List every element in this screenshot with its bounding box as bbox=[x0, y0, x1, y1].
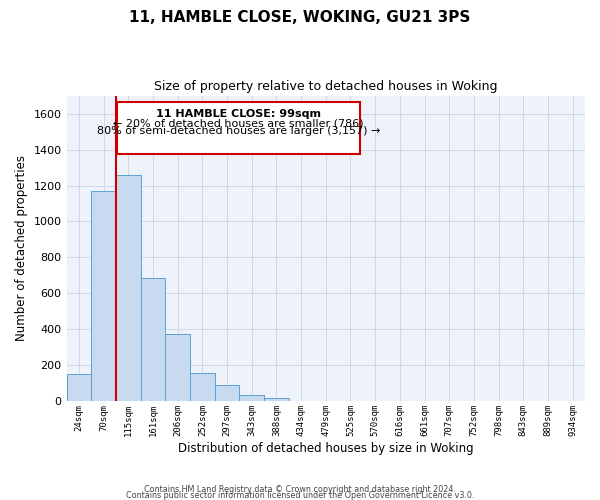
Bar bbox=[140, 278, 165, 402]
Title: Size of property relative to detached houses in Woking: Size of property relative to detached ho… bbox=[154, 80, 497, 93]
Bar bbox=[116, 174, 140, 402]
Text: 11, HAMBLE CLOSE, WOKING, GU21 3PS: 11, HAMBLE CLOSE, WOKING, GU21 3PS bbox=[130, 10, 470, 25]
Text: 80% of semi-detached houses are larger (3,157) →: 80% of semi-detached houses are larger (… bbox=[97, 126, 380, 136]
Y-axis label: Number of detached properties: Number of detached properties bbox=[15, 156, 28, 342]
Text: Contains HM Land Registry data © Crown copyright and database right 2024.: Contains HM Land Registry data © Crown c… bbox=[144, 484, 456, 494]
X-axis label: Distribution of detached houses by size in Woking: Distribution of detached houses by size … bbox=[178, 442, 473, 455]
Bar bbox=[215, 385, 239, 402]
Text: 11 HAMBLE CLOSE: 99sqm: 11 HAMBLE CLOSE: 99sqm bbox=[156, 110, 321, 120]
Text: Contains public sector information licensed under the Open Government Licence v3: Contains public sector information licen… bbox=[126, 490, 474, 500]
Text: ← 20% of detached houses are smaller (786): ← 20% of detached houses are smaller (78… bbox=[113, 118, 364, 128]
Bar bbox=[67, 374, 91, 402]
Bar bbox=[91, 191, 116, 402]
Bar bbox=[264, 398, 289, 402]
FancyBboxPatch shape bbox=[117, 102, 361, 154]
Bar bbox=[239, 395, 264, 402]
Bar bbox=[190, 372, 215, 402]
Bar bbox=[165, 334, 190, 402]
